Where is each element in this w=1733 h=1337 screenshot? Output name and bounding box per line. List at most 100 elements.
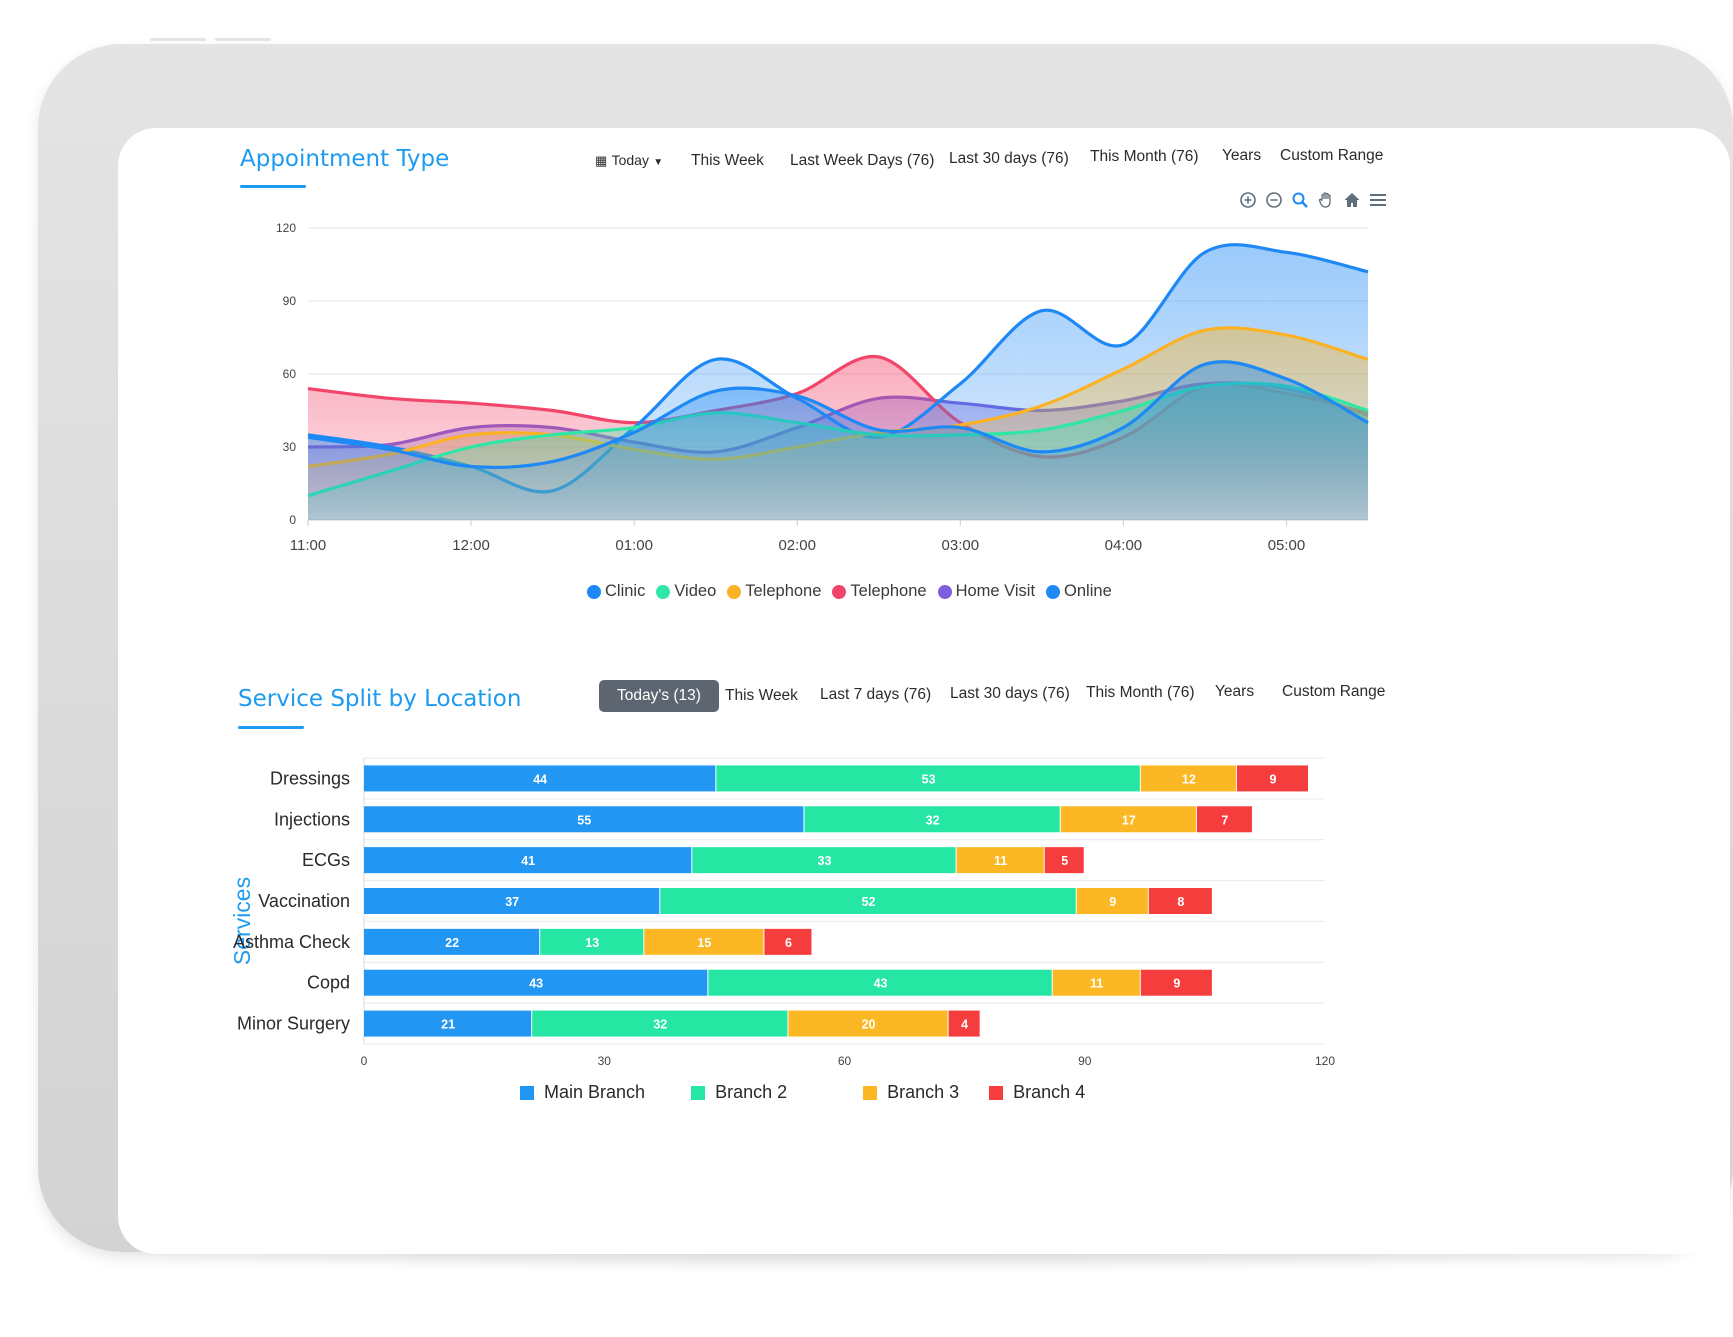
service-split-title: Service Split by Location (238, 686, 522, 712)
legend-video[interactable]: Video (656, 582, 716, 601)
appointment-area-chart: 0 30 60 90 120 11:00 12:00 01:00 02:00 03:00 04:00… (276, 221, 1369, 554)
bar-value-label: 9 (1173, 977, 1180, 991)
filter-this-month[interactable]: This Month (76) (1086, 684, 1195, 701)
bar-value-label: 55 (577, 813, 591, 827)
bar-segment-branch-3[interactable] (788, 1010, 948, 1037)
bar-segment-main-branch[interactable] (364, 847, 692, 874)
filter-last-7-days[interactable]: Last 7 days (76) (820, 686, 932, 703)
bar-value-label: 12 (1182, 772, 1196, 786)
bar-segment-main-branch[interactable] (364, 888, 660, 914)
zoom-in-icon[interactable] (1238, 190, 1258, 210)
bar-value-label: 11 (1090, 977, 1103, 991)
category-label: ECGs (302, 850, 350, 870)
series-line-online[interactable] (307, 360, 1369, 469)
bar-segment-branch-2[interactable] (716, 765, 1140, 792)
bar-segment-branch-2[interactable] (804, 806, 1060, 833)
bar-value-label: 9 (1109, 895, 1116, 909)
bar-value-label: 44 (533, 772, 547, 786)
legend-marker (989, 1085, 1004, 1100)
today-dropdown[interactable]: ▦ Today ▼ (595, 152, 663, 170)
filter-years[interactable]: Years (1222, 147, 1262, 164)
y-tick-label: 0 (289, 513, 296, 527)
bar-segment-branch-4[interactable] (1236, 765, 1308, 792)
calendar-icon: ▦ (595, 153, 608, 168)
bar-segment-branch-3[interactable] (1076, 888, 1148, 914)
legend-telephone-orange[interactable]: Telephone (727, 582, 821, 601)
bar-value-label: 13 (585, 936, 599, 950)
legend-telephone-red[interactable]: Telephone (832, 582, 927, 601)
legend-marker (863, 1085, 878, 1100)
appointment-legend: Clinic Video Telephone Telephone Home Vi… (587, 582, 1112, 601)
bar-segment-branch-4[interactable] (1044, 847, 1084, 874)
caret-down-icon: ▼ (653, 157, 664, 168)
legend-home-visit[interactable]: Home Visit (937, 582, 1036, 601)
pan-hand-icon[interactable] (1316, 190, 1336, 210)
bar-segment-main-branch[interactable] (364, 806, 804, 833)
filter-last-30-days[interactable]: Last 30 days (76) (950, 685, 1070, 702)
bar-segment-branch-3[interactable] (1052, 969, 1140, 996)
filter-this-week[interactable]: This Week (725, 687, 798, 704)
bar-segment-branch-4[interactable] (948, 1010, 980, 1037)
bar-value-label: 52 (862, 895, 876, 909)
chart-toolbar (1238, 190, 1388, 210)
zoom-out-icon[interactable] (1264, 190, 1284, 210)
filter-this-week[interactable]: This Week (691, 152, 764, 169)
decor-line (150, 38, 206, 41)
x-tick-label: 03:00 (942, 537, 980, 554)
category-label: Asthma Check (233, 932, 351, 952)
legend-branch-3[interactable]: Branch 3 (863, 1082, 959, 1103)
bar-value-label: 32 (926, 813, 940, 827)
filter-this-month[interactable]: This Month (76) (1090, 148, 1199, 165)
bar-value-label: 21 (441, 1018, 455, 1032)
bar-value-label: 9 (1269, 772, 1276, 786)
decor-line (215, 38, 271, 41)
bar-segment-branch-3[interactable] (1140, 765, 1236, 792)
x-tick-label: 01:00 (615, 537, 653, 554)
bar-segment-main-branch[interactable] (364, 1010, 532, 1037)
bar-segment-branch-2[interactable] (660, 888, 1076, 914)
bar-segment-branch-3[interactable] (956, 847, 1044, 874)
filter-last-week-days[interactable]: Last Week Days (76) (790, 152, 935, 169)
appointment-type-panel: Appointment Type ▦ Today ▼ This Week Las… (118, 128, 1730, 688)
bar-value-label: 17 (1122, 813, 1136, 827)
bar-value-label: 5 (1061, 854, 1068, 868)
legend-label: Telephone (850, 582, 927, 600)
x-tick-label: 90 (1078, 1054, 1092, 1068)
x-tick-label: 60 (838, 1054, 852, 1068)
legend-label: Branch 3 (887, 1082, 960, 1102)
bar-value-label: 41 (521, 854, 535, 868)
bar-segment-branch-3[interactable] (1060, 806, 1196, 833)
bar-segment-main-branch[interactable] (364, 928, 540, 955)
menu-icon[interactable] (1368, 190, 1388, 210)
bar-segment-branch-4[interactable] (764, 928, 812, 955)
legend-main-branch[interactable]: Main Branch (520, 1082, 645, 1103)
bar-segment-branch-4[interactable] (1148, 888, 1212, 914)
bar-segment-main-branch[interactable] (364, 765, 716, 792)
y-tick-label: 120 (276, 221, 296, 235)
filter-last-30-days[interactable]: Last 30 days (76) (949, 150, 1069, 167)
legend-online[interactable]: Online (1046, 582, 1112, 601)
magnifier-icon[interactable] (1290, 190, 1310, 210)
filter-years[interactable]: Years (1215, 683, 1255, 700)
bar-segment-branch-4[interactable] (1196, 806, 1252, 833)
bar-segment-branch-4[interactable] (1140, 969, 1212, 996)
bar-segment-branch-2[interactable] (532, 1010, 788, 1037)
today-dropdown-label: Today (611, 152, 649, 168)
bar-segment-branch-3[interactable] (644, 928, 764, 955)
appointment-type-title: Appointment Type (240, 146, 450, 172)
filter-custom-range[interactable]: Custom Range (1280, 147, 1384, 164)
legend-branch-4[interactable]: Branch 4 (989, 1082, 1085, 1103)
legend-clinic[interactable]: Clinic (587, 582, 645, 601)
bar-value-label: 15 (697, 936, 711, 950)
bar-segment-branch-2[interactable] (708, 969, 1052, 996)
legend-label: Home Visit (955, 582, 1036, 600)
home-icon[interactable] (1342, 190, 1362, 210)
bar-segment-branch-2[interactable] (692, 847, 956, 874)
bar-segment-branch-2[interactable] (540, 928, 644, 955)
bar-segment-main-branch[interactable] (364, 969, 708, 996)
x-tick-label: 02:00 (778, 537, 816, 554)
category-label: Vaccination (258, 891, 350, 911)
filter-today[interactable]: Today's (13) (599, 680, 719, 712)
legend-branch-2[interactable]: Branch 2 (691, 1082, 787, 1103)
filter-custom-range[interactable]: Custom Range (1282, 683, 1386, 700)
